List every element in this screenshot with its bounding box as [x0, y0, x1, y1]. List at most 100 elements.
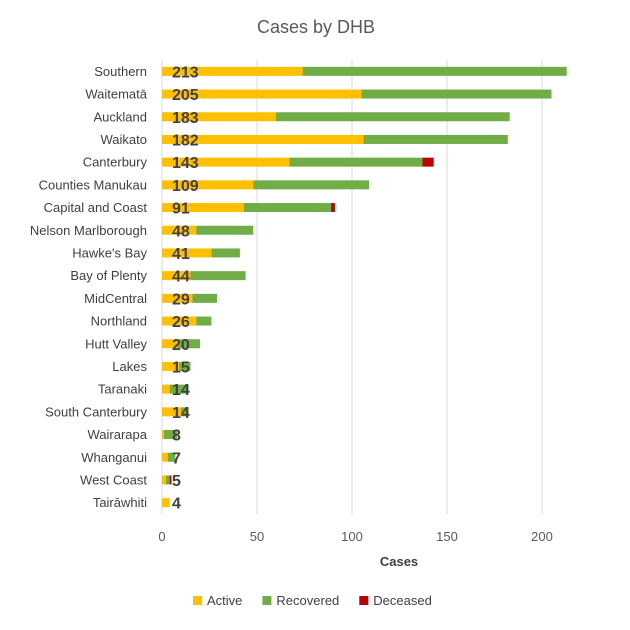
x-tick-label: 100: [341, 529, 363, 544]
total-label: 205: [172, 87, 199, 104]
category-label: Auckland: [94, 109, 147, 124]
category-label: Lakes: [112, 359, 147, 374]
bar-active: [162, 384, 170, 394]
bar-active: [162, 316, 197, 326]
bar-recovered: [190, 271, 246, 281]
category-label: Nelson Marlborough: [30, 223, 147, 238]
category-label: Wairarapa: [88, 427, 148, 442]
bar-recovered: [361, 89, 552, 99]
bar-active: [162, 452, 168, 462]
bar-active: [162, 293, 193, 303]
total-label: 143: [172, 155, 199, 172]
bar-recovered: [211, 248, 240, 258]
legend-label-recovered: Recovered: [276, 593, 339, 608]
bar-active: [162, 475, 166, 485]
category-label: South Canterbury: [45, 404, 147, 419]
bar-active: [162, 225, 197, 235]
total-label: 14: [172, 382, 190, 399]
bar-active: [162, 430, 164, 440]
total-label: 4: [172, 496, 181, 513]
bar-deceased: [331, 203, 335, 213]
total-label: 48: [172, 223, 190, 240]
total-label: 91: [172, 201, 190, 218]
bar-recovered: [289, 157, 423, 167]
bar-active: [162, 180, 254, 190]
bar-recovered: [363, 134, 508, 144]
x-tick-label: 200: [531, 529, 553, 544]
bar-active: [162, 498, 170, 508]
bar-recovered: [243, 203, 332, 213]
legend-label-active: Active: [207, 593, 242, 608]
bar-recovered: [253, 180, 370, 190]
bar-active: [162, 89, 362, 99]
x-tick-label: 150: [436, 529, 458, 544]
bar-recovered: [163, 430, 178, 440]
bar-recovered: [302, 66, 567, 76]
category-label: Waikato: [101, 132, 147, 147]
total-label: 109: [172, 178, 199, 195]
total-label: 182: [172, 132, 199, 149]
total-label: 29: [172, 291, 190, 308]
category-label: Counties Manukau: [39, 177, 147, 192]
bar-active: [162, 157, 290, 167]
bar-recovered: [177, 339, 200, 349]
category-label: Southern: [94, 64, 147, 79]
x-axis-label: Cases: [380, 554, 418, 569]
bar-active: [162, 339, 178, 349]
bar-deceased: [422, 157, 434, 167]
bar-recovered: [192, 293, 218, 303]
legend-swatch-recovered: [262, 596, 272, 605]
total-label: 20: [172, 337, 190, 354]
total-label: 213: [172, 64, 199, 81]
category-label: West Coast: [80, 472, 147, 487]
bar-deceased: [169, 475, 172, 485]
category-label: Waitematā: [85, 87, 147, 102]
category-label: Tairāwhiti: [93, 495, 147, 510]
total-label: 26: [172, 314, 190, 331]
total-label: 41: [172, 246, 190, 263]
total-label: 7: [172, 450, 181, 467]
bar-active: [162, 271, 191, 281]
bar-active: [162, 407, 181, 417]
bar-recovered: [179, 361, 191, 371]
category-label: Northland: [91, 314, 147, 329]
category-label: Hutt Valley: [85, 336, 147, 351]
x-tick-label: 50: [250, 529, 264, 544]
bar-recovered: [165, 475, 170, 485]
total-label: 183: [172, 110, 199, 127]
legend-swatch-deceased: [359, 596, 369, 605]
category-label: Hawke's Bay: [72, 245, 147, 260]
category-label: MidCentral: [84, 291, 147, 306]
bar-recovered: [167, 452, 176, 462]
total-labels: 213 205 183 182 143 109 91 48 41 44 29 26 20 15 14 14 8 7…: [172, 64, 199, 512]
category-label: Taranaki: [98, 382, 147, 397]
bar-active: [162, 134, 364, 144]
total-label: 15: [172, 359, 190, 376]
chart-title: Cases by DHB: [257, 17, 375, 37]
bar-active: [162, 361, 180, 371]
total-label: 5: [172, 473, 181, 490]
total-label: 8: [172, 428, 181, 445]
total-label: 14: [172, 405, 190, 422]
bar-active: [162, 66, 303, 76]
bar-active: [162, 248, 212, 258]
category-label: Bay of Plenty: [70, 268, 147, 283]
bar-recovered: [181, 407, 189, 417]
x-tick-labels: 0501001502002: [158, 529, 553, 544]
bar-recovered: [196, 225, 254, 235]
legend-swatch-active: [193, 596, 202, 605]
legend: Active Recovered Deceased: [193, 593, 432, 608]
x-tick-label: 0: [158, 529, 165, 544]
legend-label-deceased: Deceased: [373, 593, 432, 608]
bar-recovered: [169, 384, 189, 394]
bars: [162, 66, 567, 508]
bar-active: [162, 112, 276, 122]
bar-active: [162, 203, 244, 213]
category-label: Canterbury: [83, 155, 148, 170]
bar-recovered: [276, 112, 510, 122]
category-label: Capital and Coast: [44, 200, 148, 215]
gridlines: [161, 60, 543, 514]
bar-recovered: [196, 316, 212, 326]
total-label: 44: [172, 269, 190, 286]
